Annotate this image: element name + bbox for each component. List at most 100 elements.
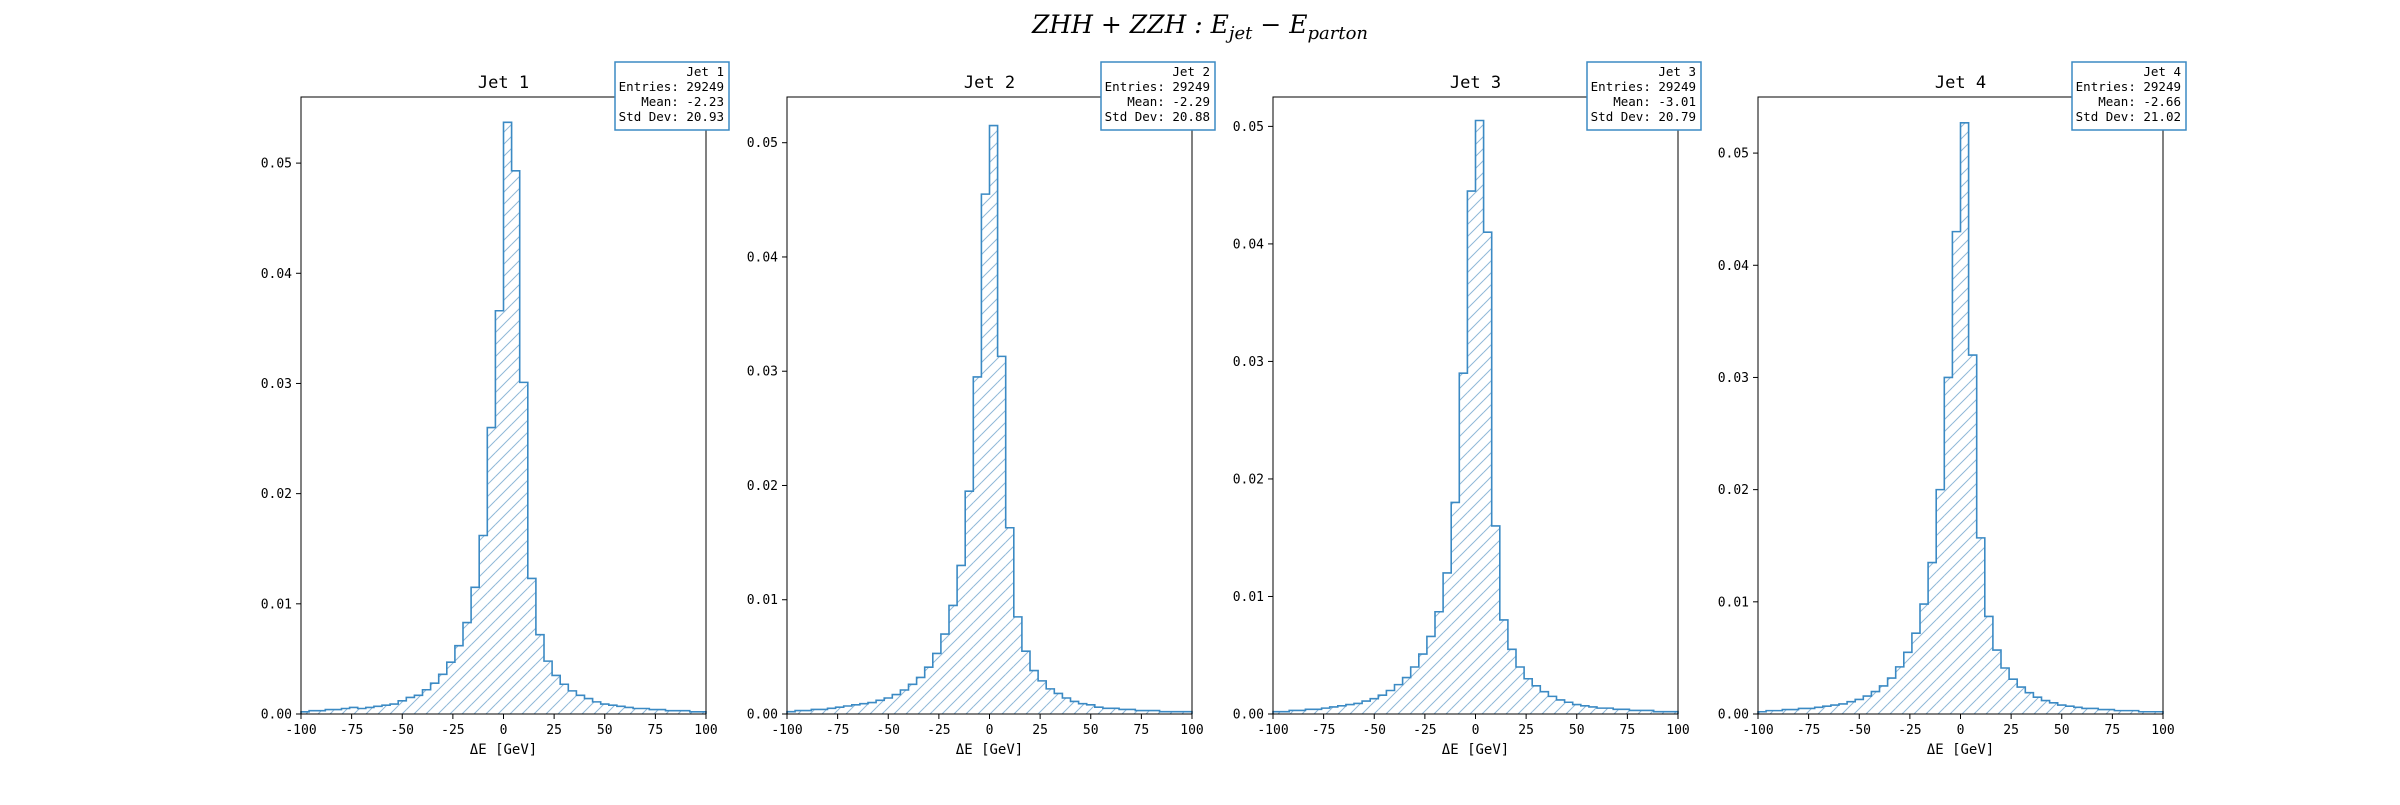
stats-std-dev: Std Dev: 20.93 <box>619 109 724 124</box>
x-tick-label: 50 <box>597 723 613 738</box>
histogram-bar <box>1102 708 1111 714</box>
histogram-bar <box>317 710 326 714</box>
histogram-bar <box>868 702 877 714</box>
histogram-bar <box>1637 710 1646 714</box>
x-tick-label: 50 <box>2054 723 2070 738</box>
histogram-bar <box>1151 710 1160 714</box>
x-tick-label: 0 <box>1957 723 1965 738</box>
y-tick-label: 0.02 <box>1233 472 1264 487</box>
histogram-bar <box>1329 706 1338 714</box>
histogram-bar <box>1540 691 1549 714</box>
x-tick-label: 100 <box>1666 723 1689 738</box>
histogram-bar <box>2073 707 2082 714</box>
y-tick-label: 0.05 <box>747 136 778 151</box>
histogram-bar <box>892 694 901 714</box>
x-tick-label: -100 <box>285 723 316 738</box>
histogram-bar <box>900 690 909 714</box>
histogram-bar <box>1451 502 1460 714</box>
stats-std-dev: Std Dev: 20.79 <box>1591 109 1696 124</box>
stats-name: Jet 3 <box>1658 64 1696 79</box>
x-tick-label: -75 <box>340 723 363 738</box>
y-tick-label: 0.00 <box>747 708 778 723</box>
histogram-bar <box>1013 616 1022 714</box>
histogram-bar <box>2057 705 2066 714</box>
histogram-bar <box>957 565 966 714</box>
histogram-bar <box>633 708 642 714</box>
histogram-bar <box>1911 633 1920 714</box>
histogram-bar <box>1127 709 1136 714</box>
histogram-bar <box>2114 710 2123 714</box>
stats-std-dev: Std Dev: 21.02 <box>2076 109 2181 124</box>
histogram-bar <box>1895 666 1904 714</box>
histogram-bar <box>1078 703 1087 714</box>
y-tick-label: 0.05 <box>261 157 292 172</box>
histogram-bar <box>430 683 439 714</box>
histogram-bar <box>1435 611 1444 714</box>
histogram-bar <box>341 708 350 714</box>
y-tick-label: 0.04 <box>1718 259 1749 274</box>
histogram-bar <box>1984 616 1993 714</box>
histogram-bar <box>843 706 852 714</box>
histogram-bar <box>1822 706 1831 714</box>
x-tick-label: -50 <box>877 723 900 738</box>
y-tick-label: 0.00 <box>1718 708 1749 723</box>
panel-1: -100 -75 -50 -25 0 25 50 75 100 0.00 0.01 0.02 0.03 0… <box>261 61 730 758</box>
histogram-bar <box>811 709 820 714</box>
histogram-bar <box>1321 708 1330 714</box>
histogram-bar <box>1661 711 1670 714</box>
histogram-bar <box>1653 711 1662 714</box>
histogram-bar <box>1483 232 1492 714</box>
histogram-bar <box>560 684 569 714</box>
x-tick-label: -25 <box>927 723 950 738</box>
y-tick-label: 0.01 <box>747 593 778 608</box>
histogram-bar <box>1030 670 1039 714</box>
histogram-bar <box>1572 704 1581 714</box>
histogram-bar <box>357 708 366 714</box>
histogram-bar <box>1758 711 1767 714</box>
y-tick-label: 0.04 <box>261 267 292 282</box>
title-sub-parton: parton <box>1307 23 1369 44</box>
histogram-bar <box>1645 710 1654 714</box>
y-tick-label: 0.00 <box>261 708 292 723</box>
histogram-bar <box>1798 708 1807 714</box>
y-tick-label: 0.01 <box>1718 595 1749 610</box>
histogram-bar <box>1580 705 1589 714</box>
panel-title: Jet 2 <box>964 73 1015 93</box>
stats-entries: Entries: 29249 <box>619 79 724 94</box>
y-tick-label: 0.05 <box>1718 147 1749 162</box>
histogram-bar <box>1070 701 1079 714</box>
histogram-bar <box>1467 191 1476 714</box>
y-tick-label: 0.05 <box>1233 120 1264 135</box>
panel-2: -100 -75 -50 -25 0 25 50 75 100 0.00 0.01 0.02 0.03 0… <box>747 61 1216 758</box>
histogram-bar <box>1507 649 1516 714</box>
histogram-bar <box>487 427 496 714</box>
histogram-bar <box>309 710 318 714</box>
histogram-bar <box>1394 684 1403 714</box>
x-tick-label: 75 <box>1134 723 1150 738</box>
x-tick-label: -50 <box>391 723 414 738</box>
x-tick-label: 0 <box>986 723 994 738</box>
histogram-bar <box>1094 707 1103 714</box>
histogram-bar <box>1402 677 1411 714</box>
x-tick-label: -75 <box>1797 723 1820 738</box>
histogram-bar <box>552 675 561 714</box>
stats-std-dev: Std Dev: 20.88 <box>1105 109 1210 124</box>
histogram-bar <box>2090 708 2099 714</box>
histogram-bar <box>787 711 796 714</box>
histogram-bar <box>1289 710 1298 714</box>
x-axis-label: ΔE [GeV] <box>1442 742 1509 758</box>
histogram-bar <box>1887 678 1896 714</box>
histogram-bar <box>1273 711 1282 714</box>
histogram-bar <box>1516 666 1525 714</box>
x-tick-label: 25 <box>2003 723 2019 738</box>
histogram-step-line <box>1272 119 1679 714</box>
histogram-bar <box>1847 701 1856 714</box>
stats-mean: Mean: -2.66 <box>2098 94 2181 109</box>
histogram-bar <box>1597 708 1606 714</box>
histogram-bar <box>859 703 868 714</box>
histogram-bar <box>1830 705 1839 714</box>
histogram-bar <box>876 700 885 714</box>
figure-title: ZHH + ZZH : Ejet − Eparton <box>0 10 2400 44</box>
histogram-bar <box>1863 696 1872 714</box>
